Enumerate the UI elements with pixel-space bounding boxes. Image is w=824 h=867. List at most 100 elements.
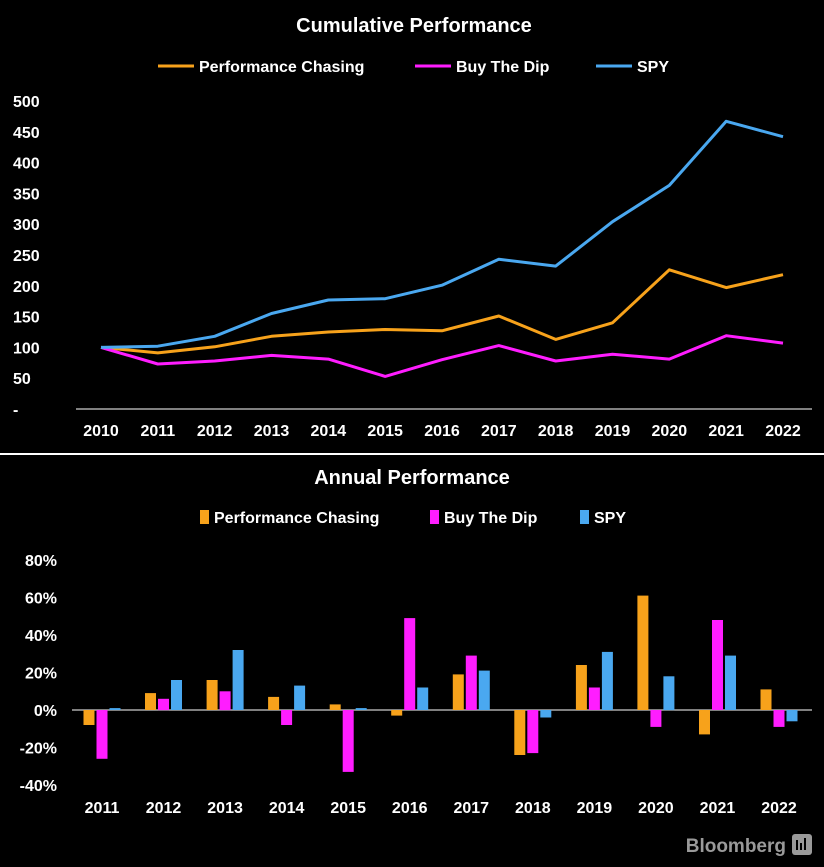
x-tick-label: 2017 xyxy=(453,800,489,817)
y-tick-label: 50 xyxy=(13,371,31,388)
y-tick-label: 100 xyxy=(13,340,40,357)
legend-swatch-spy xyxy=(580,510,589,524)
cumulative-x-ticks: 2010 2011 2012 2013 2014 2015 2016 2017 2018 2019… xyxy=(83,423,801,440)
bloomberg-logo: Bloomberg xyxy=(686,834,812,857)
bar-performance-chasing-2016 xyxy=(391,710,403,716)
x-tick-label: 2011 xyxy=(85,800,120,817)
bar-buy-the-dip-2011 xyxy=(96,710,108,759)
series-line-spy xyxy=(100,119,784,349)
annual-chart: Annual Performance Performance Chasing B… xyxy=(20,467,812,817)
x-tick-label: 2014 xyxy=(311,423,347,440)
x-tick-label: 2015 xyxy=(367,423,403,440)
bar-buy-the-dip-2013 xyxy=(219,691,231,711)
y-tick-label: 500 xyxy=(13,94,40,111)
x-tick-label: 2014 xyxy=(269,800,305,817)
x-tick-label: 2010 xyxy=(83,423,119,440)
y-tick-label: 300 xyxy=(13,217,40,234)
bar-buy-the-dip-2015 xyxy=(342,710,354,772)
x-tick-label: 2016 xyxy=(392,800,428,817)
annual-legend: Performance Chasing Buy The Dip SPY xyxy=(200,510,626,527)
y-tick-label: 60% xyxy=(25,591,57,608)
bar-performance-chasing-2020 xyxy=(637,595,649,710)
x-tick-label: 2016 xyxy=(424,423,460,440)
bar-spy-2012 xyxy=(171,680,182,710)
legend-label-buy-the-dip: Buy The Dip xyxy=(444,510,538,527)
annual-x-ticks: 2011 2012 2013 2014 2015 2016 2017 2018 2019 2020… xyxy=(85,800,797,817)
bar-buy-the-dip-2014 xyxy=(281,710,293,725)
bar-buy-the-dip-2012 xyxy=(158,698,169,711)
bar-buy-the-dip-2017 xyxy=(465,655,477,710)
bloomberg-terminal-icon xyxy=(792,834,812,855)
annual-chart-title: Annual Performance xyxy=(314,467,510,489)
bar-spy-2014 xyxy=(294,685,306,710)
x-tick-label: 2012 xyxy=(197,423,233,440)
legend-swatch-performance-chasing xyxy=(200,510,209,524)
cumulative-y-ticks: 500 450 400 350 300 250 200 150 100 50 - xyxy=(13,94,40,419)
y-tick-label: 150 xyxy=(13,310,40,327)
x-tick-label: 2022 xyxy=(761,800,797,817)
cumulative-chart: Cumulative Performance Performance Chasi… xyxy=(13,15,812,440)
bar-spy-2015 xyxy=(355,708,367,710)
bar-performance-chasing-2015 xyxy=(329,704,341,710)
bar-spy-2020 xyxy=(663,676,675,711)
bar-spy-2019 xyxy=(601,651,613,710)
x-tick-label: 2015 xyxy=(330,800,366,817)
bar-performance-chasing-2011 xyxy=(83,710,95,725)
bar-performance-chasing-2019 xyxy=(575,665,587,710)
bar-buy-the-dip-2016 xyxy=(404,618,416,710)
legend-label-performance-chasing: Performance Chasing xyxy=(214,510,379,527)
bar-performance-chasing-2022 xyxy=(760,689,772,710)
bar-spy-2013 xyxy=(232,650,244,710)
bar-spy-2021 xyxy=(725,655,736,710)
bar-buy-the-dip-2022 xyxy=(773,710,785,727)
bar-performance-chasing-2014 xyxy=(268,696,280,710)
x-tick-label: 2021 xyxy=(700,800,736,817)
annual-y-ticks: 80% 60% 40% 20% 0% -20% -40% xyxy=(20,553,57,795)
x-tick-label: 2020 xyxy=(638,800,674,817)
bar-performance-chasing-2012 xyxy=(145,693,156,710)
y-tick-label: 0% xyxy=(34,703,57,720)
y-tick-label: 250 xyxy=(13,248,40,265)
bar-performance-chasing-2021 xyxy=(699,710,710,735)
y-tick-label: - xyxy=(13,402,18,419)
x-tick-label: 2019 xyxy=(595,423,631,440)
y-tick-label: 400 xyxy=(13,156,40,173)
bar-buy-the-dip-2021 xyxy=(712,620,723,710)
bar-spy-2016 xyxy=(417,687,429,710)
cumulative-series-lines xyxy=(100,119,784,378)
y-tick-label: 200 xyxy=(13,279,40,296)
legend-label-performance-chasing: Performance Chasing xyxy=(199,59,364,76)
y-tick-label: 350 xyxy=(13,186,40,203)
x-tick-label: 2022 xyxy=(765,423,801,440)
bloomberg-wordmark: Bloomberg xyxy=(686,836,786,857)
x-tick-label: 2019 xyxy=(577,800,613,817)
x-tick-label: 2017 xyxy=(481,423,517,440)
series-line-buy-the-dip xyxy=(100,334,784,378)
y-tick-label: 450 xyxy=(13,125,40,142)
bar-buy-the-dip-2020 xyxy=(650,710,662,727)
x-tick-label: 2013 xyxy=(254,423,290,440)
y-tick-label: 20% xyxy=(25,666,57,683)
x-tick-label: 2011 xyxy=(140,423,175,440)
x-tick-label: 2013 xyxy=(207,800,243,817)
x-tick-label: 2012 xyxy=(146,800,182,817)
y-tick-label: -20% xyxy=(20,741,57,758)
bar-performance-chasing-2018 xyxy=(514,710,526,755)
x-tick-label: 2018 xyxy=(538,423,574,440)
bar-buy-the-dip-2018 xyxy=(527,710,539,754)
y-tick-label: 80% xyxy=(25,553,57,570)
bar-performance-chasing-2013 xyxy=(206,680,218,710)
annual-bars xyxy=(83,595,798,772)
x-tick-label: 2020 xyxy=(652,423,688,440)
cumulative-chart-title: Cumulative Performance xyxy=(296,15,532,37)
legend-swatch-buy-the-dip xyxy=(430,510,439,524)
legend-label-spy: SPY xyxy=(594,510,626,527)
y-tick-label: -40% xyxy=(20,778,57,795)
bar-spy-2017 xyxy=(478,670,490,710)
bar-buy-the-dip-2019 xyxy=(588,687,600,710)
series-line-performance-chasing xyxy=(100,268,784,355)
y-tick-label: 40% xyxy=(25,628,57,645)
bar-spy-2022 xyxy=(786,710,798,722)
x-tick-label: 2018 xyxy=(515,800,551,817)
